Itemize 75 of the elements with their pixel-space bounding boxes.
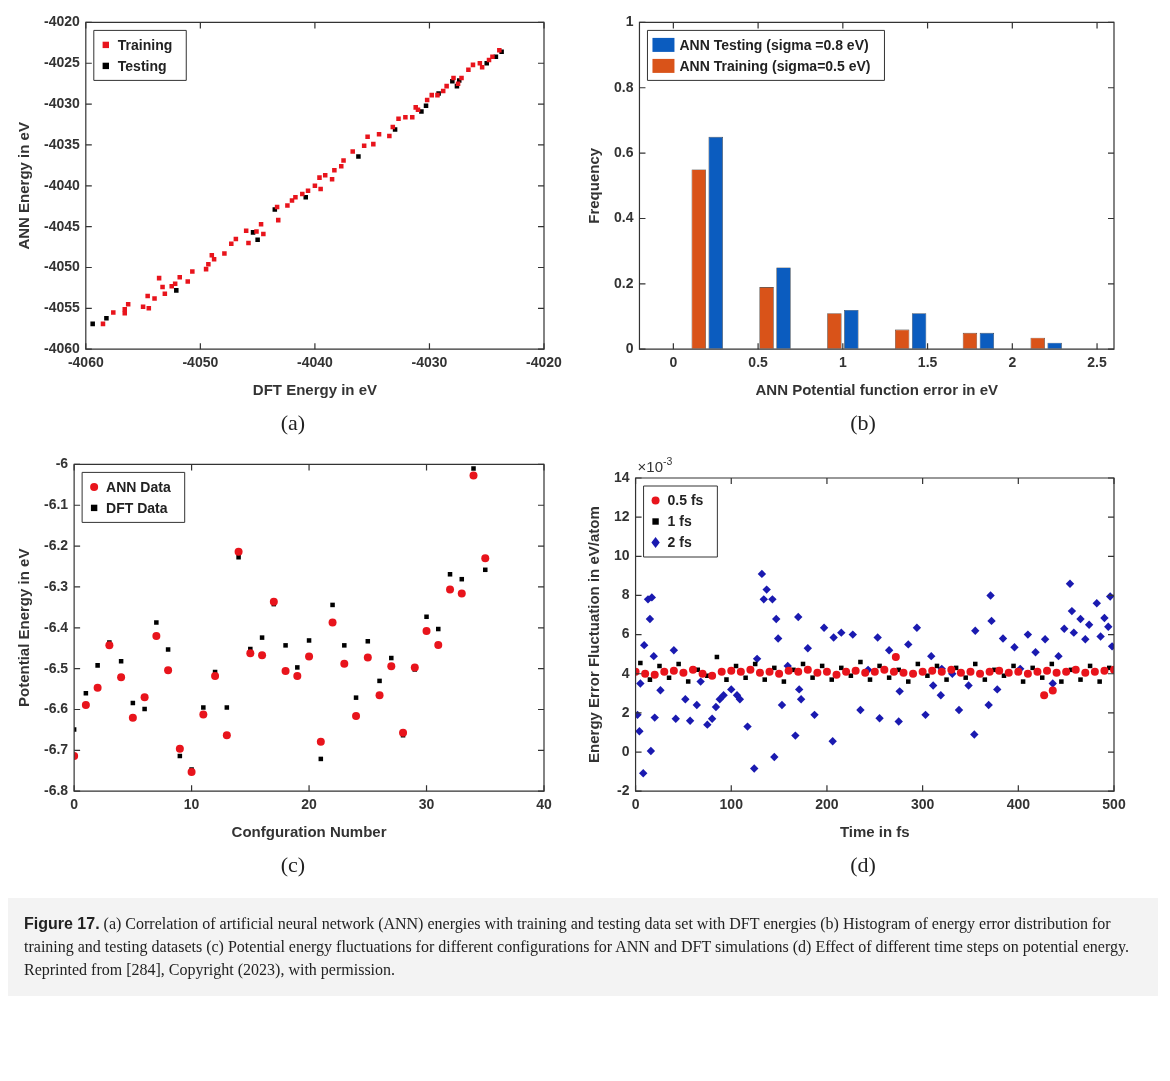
y-tick-label: -4055	[43, 299, 81, 316]
legend-label: ANN Data	[106, 478, 171, 495]
y-axis-title: Energy Error Fluctuation in eV/atom	[585, 506, 603, 763]
y-tick-label: -6.2	[44, 536, 69, 553]
x-axis-title: ANN Potential function error in eV	[755, 381, 998, 399]
y-tick-label: -6	[55, 455, 69, 472]
x-tick-label: 40	[536, 796, 552, 813]
y-tick-label: 10	[613, 547, 630, 564]
text: (d)	[849, 852, 877, 878]
legend-label: 2 fs	[667, 534, 692, 551]
y-tick-label: -4030	[43, 94, 81, 111]
y-tick-label: -6.3	[44, 577, 69, 594]
x-tick-label: 20	[301, 796, 318, 813]
y-tick-label: 0	[625, 340, 634, 357]
y-tick-label: -4060	[43, 340, 81, 357]
text: (b)	[849, 410, 877, 436]
x-tick-label: 1	[838, 354, 847, 371]
y-tick-label: 8	[621, 586, 630, 603]
y-tick-label: -4045	[43, 217, 81, 234]
legend-label: Training	[117, 36, 173, 53]
y-tick-label: -6.6	[44, 700, 69, 717]
y-tick-label: 0.6	[613, 143, 634, 160]
y-tick-label: -6.5	[44, 659, 69, 676]
x-tick-label: 500	[1102, 796, 1126, 813]
y-tick-label: 0.4	[613, 209, 634, 226]
x-axis-title: Time in fs	[839, 823, 910, 841]
legend-label: ANN Testing (sigma =0.8 eV)	[679, 36, 869, 53]
y-tick-label: -6.1	[44, 496, 69, 513]
y-tick-label: 12	[613, 508, 630, 525]
y-tick-label: -4035	[43, 135, 81, 152]
y-tick-label: -4020	[43, 13, 81, 30]
text: (c)	[279, 852, 307, 878]
x-tick-label: 1.5	[917, 354, 938, 371]
y-axis-title: ANN Energy in eV	[15, 122, 33, 250]
x-tick-label: -4040	[297, 354, 334, 371]
y-tick-label: 0.2	[613, 274, 634, 291]
x-tick-label: -4030	[411, 354, 448, 371]
y-tick-label: -6.7	[44, 741, 69, 758]
x-tick-label: 0.5	[748, 354, 769, 371]
y-tick-label: 14	[613, 468, 630, 485]
legend-label: DFT Data	[106, 499, 168, 516]
legend-label: 0.5 fs	[667, 492, 704, 509]
text: (a)	[279, 410, 307, 436]
legend-label: 1 fs	[667, 513, 692, 530]
x-axis-title: DFT Energy in eV	[252, 381, 377, 399]
x-tick-label: -4060	[67, 354, 104, 371]
x-tick-label: -4050	[182, 354, 219, 371]
y-tick-label: 2	[621, 703, 630, 720]
y-tick-label: 0	[621, 742, 630, 759]
y-tick-label: 6	[621, 625, 630, 642]
y-tick-label: 0.8	[613, 78, 634, 95]
x-tick-label: 300	[910, 796, 935, 813]
x-tick-label: 10	[183, 796, 200, 813]
y-tick-label: -6.4	[44, 618, 69, 635]
caption: Figure 17. (a) Correlation of artificial neural network (ANN) energies with training and testing data set with DFT energies (b) Histogram of energy error distribution for training and testing datasets (c) Potential energy fluctuations for different configurations for ANN and DFT simulations (d) Effect of different time steps on potential energy. Reprinted from [284], Copyright (2023), with permission.	[24, 915, 1129, 979]
y-tick-label: 1	[625, 13, 634, 30]
x-tick-label: 100	[719, 796, 744, 813]
y-tick-label: -4050	[43, 258, 81, 275]
x-tick-label: 0	[669, 354, 678, 371]
y-tick-label: -2	[617, 782, 630, 799]
y-axis-title: Potential Energy in eV	[15, 548, 33, 707]
y-tick-label: -4025	[43, 54, 81, 71]
x-tick-label: 2.5	[1087, 354, 1107, 371]
y-axis-title: Frequency	[585, 147, 603, 224]
y-tick-label: -6.8	[44, 782, 69, 799]
y-tick-label: 4	[621, 664, 630, 681]
x-tick-label: 200	[815, 796, 839, 813]
legend-label: ANN Training (sigma=0.5 eV)	[679, 57, 871, 74]
x-tick-label: 400	[1006, 796, 1031, 813]
x-tick-label: 30	[418, 796, 435, 813]
x-tick-label: -4020	[526, 354, 563, 371]
y-tick-label: -4040	[43, 176, 81, 193]
legend-label: Testing	[117, 57, 167, 74]
x-axis-title: Confguration Number	[231, 823, 387, 841]
x-tick-label: 2	[1008, 354, 1017, 371]
